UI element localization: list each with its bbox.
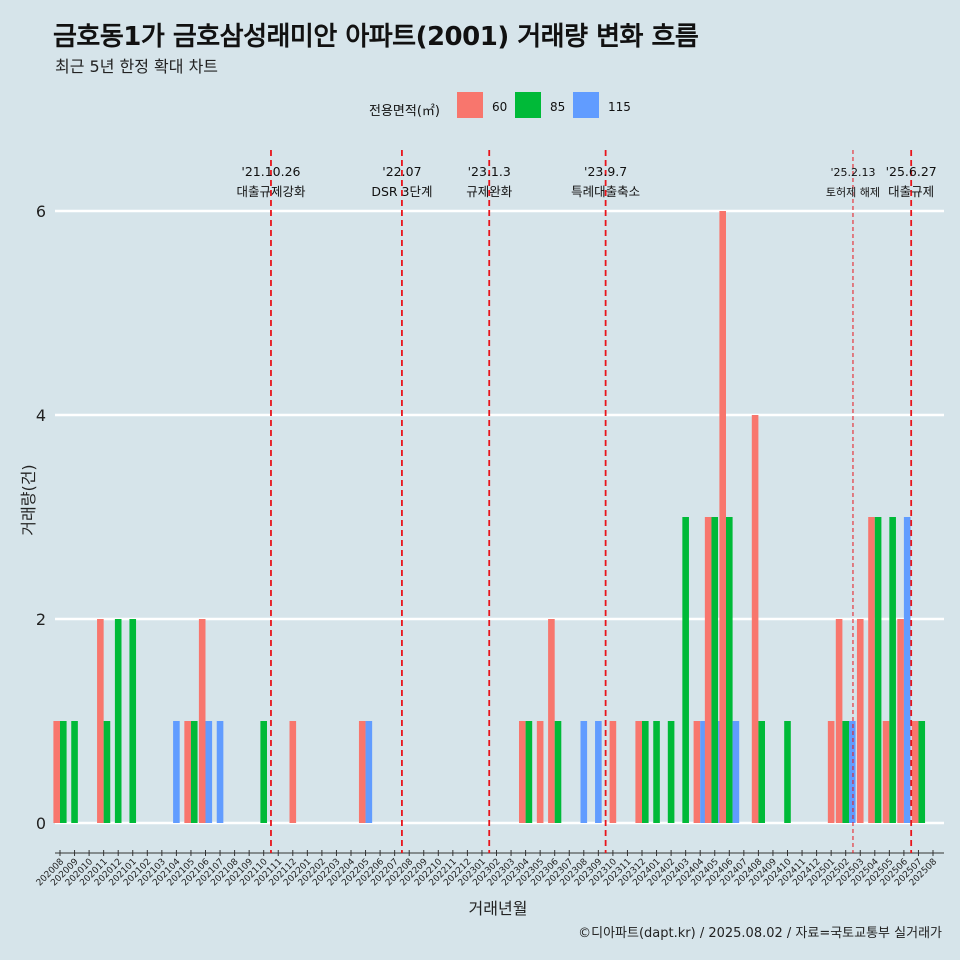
bar-85-202505 xyxy=(889,517,896,823)
event-date: '21.10.26 xyxy=(241,164,300,179)
bar-60-202504 xyxy=(868,517,875,823)
bar-60-202310 xyxy=(609,721,617,823)
chart-subtitle: 최근 5년 한정 확대 차트 xyxy=(55,57,219,76)
bar-85-202507 xyxy=(918,721,926,823)
bar-85-202101 xyxy=(129,619,137,823)
bar-85-202408 xyxy=(758,721,765,823)
event-label: 토허제 해제 xyxy=(826,185,880,199)
legend-swatch-60 xyxy=(457,92,483,118)
legend-swatch-115 xyxy=(573,92,599,118)
bar-85-202105 xyxy=(190,721,198,823)
bar-85-202304 xyxy=(525,721,533,823)
bar-115-202506 xyxy=(903,517,911,823)
bar-85-202403 xyxy=(682,517,689,823)
y-tick-label: 0 xyxy=(36,814,46,833)
bar-115-202406 xyxy=(732,721,740,823)
bar-115-202309 xyxy=(595,721,602,823)
event-date: '23.1.3 xyxy=(468,164,511,179)
bar-85-202406 xyxy=(726,517,733,823)
bar-85-202312 xyxy=(642,721,649,823)
bar-60-202406 xyxy=(719,211,726,823)
event-date: '22.07 xyxy=(382,164,421,179)
event-label: 대출규제 xyxy=(888,184,934,199)
source-caption: ©디아파트(dapt.kr) / 2025.08.02 / 자료=국토교통부 실… xyxy=(578,926,942,941)
bar-85-202405 xyxy=(711,517,719,823)
event-date: '25.6.27 xyxy=(886,164,937,179)
bar-85-202402 xyxy=(667,721,675,823)
bar-115-202502 xyxy=(849,721,856,823)
bar-85-202012 xyxy=(114,619,122,823)
bar-60-202408 xyxy=(751,415,759,823)
bar-60-202502 xyxy=(835,619,843,823)
legend: 전용면적(㎡) 60 85 115 xyxy=(0,92,960,122)
bar-60-202011 xyxy=(97,619,104,823)
bar-60-202305 xyxy=(536,721,544,823)
legend-title: 전용면적(㎡) xyxy=(369,104,440,119)
bar-60-202503 xyxy=(856,619,864,823)
bar-60-202312 xyxy=(635,721,642,823)
bar-60-202501 xyxy=(827,721,835,823)
bar-115-202107 xyxy=(216,721,224,823)
legend-swatch-85 xyxy=(515,92,541,118)
event-date: '25.2.13 xyxy=(830,166,875,179)
y-tick-label: 2 xyxy=(36,610,46,629)
chart-title: 금호동1가 금호삼성래미안 아파트(2001) 거래량 변화 흐름 xyxy=(53,22,699,52)
bar-60-202112 xyxy=(289,721,297,823)
x-axis-title: 거래년월 xyxy=(469,899,528,918)
bar-85-202410 xyxy=(784,721,791,823)
bar-60-202507 xyxy=(911,721,919,823)
event-label: 규제완화 xyxy=(466,184,513,199)
legend-label-60: 60 xyxy=(492,100,508,114)
bar-115-202205 xyxy=(365,721,373,823)
bar-115-202104 xyxy=(173,721,180,823)
bar-60-202205 xyxy=(358,721,366,823)
bar-60-202306 xyxy=(548,619,555,823)
bar-85-202008 xyxy=(60,721,67,823)
bar-60-202105 xyxy=(184,721,191,823)
y-axis-title: 거래량(건) xyxy=(19,464,38,535)
event-label: 대출규제강화 xyxy=(236,184,306,199)
bar-85-202009 xyxy=(71,721,78,823)
y-tick-label: 4 xyxy=(36,406,46,425)
bar-85-202011 xyxy=(103,721,111,823)
bar-60-202404 xyxy=(693,721,701,823)
bar-115-202404 xyxy=(700,721,707,823)
bar-60-202106 xyxy=(198,619,206,823)
event-date: '23.9.7 xyxy=(584,164,627,179)
bar-60-202505 xyxy=(882,721,890,823)
bar-85-202502 xyxy=(842,721,849,823)
legend-label-115: 115 xyxy=(608,100,631,114)
bar-85-202401 xyxy=(653,721,660,823)
bar-85-202306 xyxy=(554,721,562,823)
bar-60-202304 xyxy=(519,721,526,823)
bar-115-202308 xyxy=(580,721,588,823)
event-label: DSR 3단계 xyxy=(371,184,432,199)
legend-label-85: 85 xyxy=(550,100,566,114)
bar-115-202106 xyxy=(205,721,213,823)
event-label: 특례대출축소 xyxy=(571,184,640,199)
bar-85-202110 xyxy=(260,721,267,823)
bar-60-202008 xyxy=(53,721,60,823)
y-tick-label: 6 xyxy=(36,202,46,221)
bar-85-202504 xyxy=(874,517,882,823)
bar-60-202405 xyxy=(704,517,712,823)
bar-60-202506 xyxy=(897,619,904,823)
